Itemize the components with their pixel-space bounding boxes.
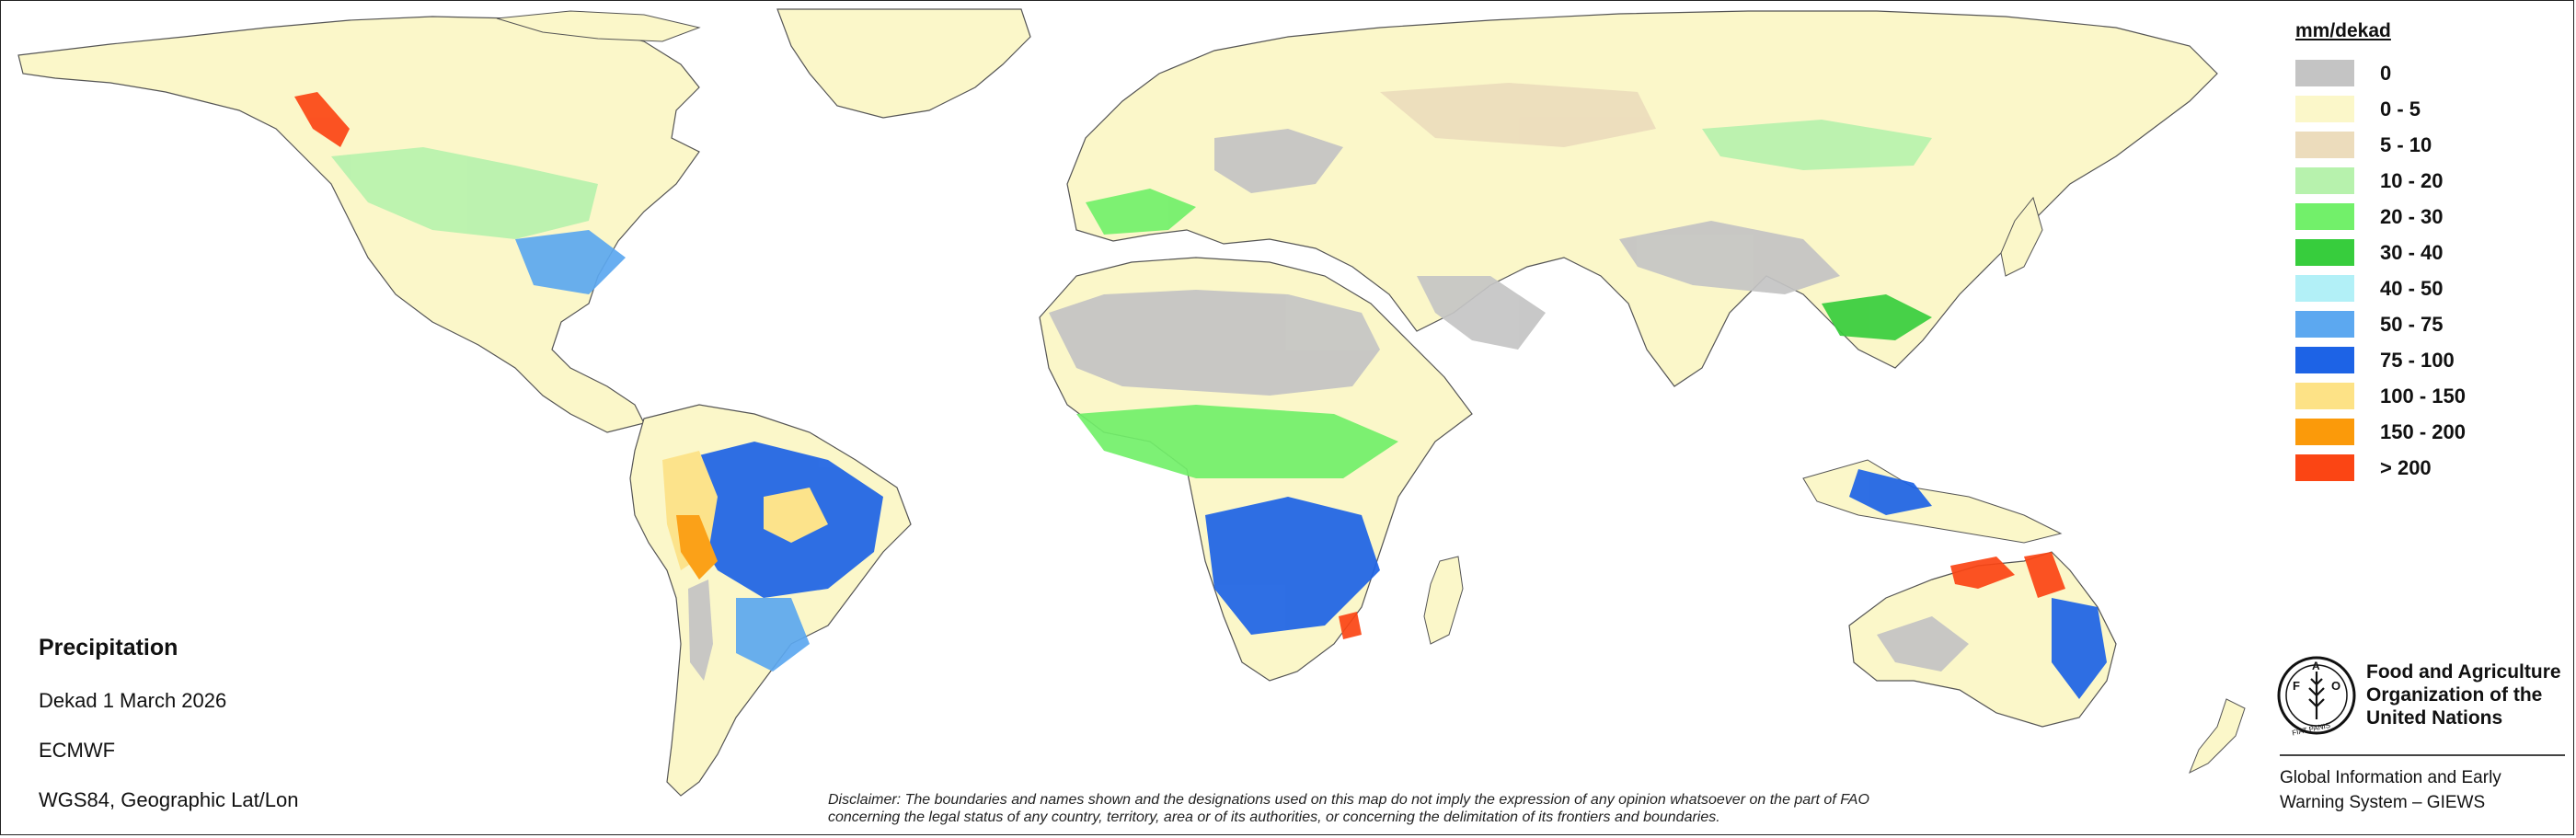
disclaimer-line-1: Disclaimer: The boundaries and names sho… <box>828 792 1869 808</box>
madagascar-land <box>1423 556 1464 645</box>
legend-swatch <box>2295 203 2354 230</box>
east-australia-wet-zone <box>2052 598 2107 699</box>
queensland-extreme-zone <box>2024 552 2065 598</box>
legend-item: 40 - 50 <box>2295 270 2535 306</box>
fao-name-line-2: Organization of the <box>2366 684 2543 706</box>
legend-swatch <box>2295 419 2354 445</box>
southern-africa-wet-zone <box>1205 497 1380 635</box>
legend-label: 75 - 100 <box>2380 348 2455 372</box>
legend-item: 150 - 200 <box>2295 414 2535 450</box>
europe-green-zone <box>1086 189 1196 235</box>
sahara-dry-zone <box>1049 290 1380 396</box>
legend-label: 50 - 75 <box>2380 312 2444 336</box>
disclaimer: Disclaimer: The boundaries and names sho… <box>828 791 2116 826</box>
legend-label: 100 - 150 <box>2380 384 2466 408</box>
arabia-dry-zone <box>1417 276 1546 350</box>
legend-swatch <box>2295 454 2354 481</box>
legend-swatch <box>2295 60 2354 86</box>
legend-swatch <box>2295 96 2354 122</box>
legend-item: 30 - 40 <box>2295 235 2535 270</box>
svg-text:F: F <box>2293 679 2300 693</box>
us-southeast-wet-zone <box>515 230 626 294</box>
fao-name-line-3: United Nations <box>2366 707 2503 729</box>
legend-label: 40 - 50 <box>2380 276 2444 300</box>
legend-item: 5 - 10 <box>2295 127 2535 163</box>
eastern-europe-dry-zone <box>1214 129 1343 193</box>
precipitation-overlay <box>294 83 2107 699</box>
china-green-zone <box>1822 294 1932 340</box>
giews-label: Global Information and Early Warning Sys… <box>2280 765 2565 815</box>
map-title: Precipitation <box>39 635 178 660</box>
legend-label: 30 - 40 <box>2380 240 2444 264</box>
australia-dry-zone <box>1877 616 1969 672</box>
legend-label: 5 - 10 <box>2380 132 2432 156</box>
legend-swatch <box>2295 167 2354 194</box>
siberia-green-zone <box>1702 120 1932 170</box>
svg-text:O: O <box>2331 679 2340 693</box>
siberia-light-zone <box>1380 83 1656 147</box>
legend-swatch <box>2295 132 2354 158</box>
legend-label: 10 - 20 <box>2380 168 2444 192</box>
japan-land <box>2000 196 2043 277</box>
maritime-asia-land <box>1802 459 2063 544</box>
legend-label: 20 - 30 <box>2380 204 2444 228</box>
legend-label: 150 - 200 <box>2380 419 2466 443</box>
legend-label: > 200 <box>2380 455 2432 479</box>
giews-line-1: Global Information and Early <box>2280 768 2501 787</box>
giews-line-2: Warning System – GIEWS <box>2280 793 2486 812</box>
legend-item: 100 - 150 <box>2295 378 2535 414</box>
andes-dry-zone <box>688 580 713 681</box>
central-asia-dry-zone <box>1619 221 1840 294</box>
legend-item: > 200 <box>2295 450 2535 486</box>
legend-item: 20 - 30 <box>2295 199 2535 235</box>
alaska-extreme-zone <box>294 92 350 147</box>
legend-label: 0 - 5 <box>2380 97 2421 121</box>
amazon-moderate-zone <box>736 598 810 672</box>
legend-item: 0 <box>2295 55 2535 91</box>
eurasia-land <box>1066 10 2218 387</box>
north-america-land <box>17 16 700 433</box>
legend-label: 0 <box>2380 61 2392 85</box>
legend-swatch <box>2295 275 2354 302</box>
fao-divider <box>2280 754 2565 756</box>
fao-name-line-1: Food and Agriculture <box>2366 661 2561 683</box>
legend-swatch <box>2295 311 2354 338</box>
central-africa-green-zone <box>1076 405 1398 478</box>
arctic-islands-land <box>496 10 701 42</box>
legend-item: 50 - 75 <box>2295 306 2535 342</box>
dekad-label: Dekad 1 March 2026 <box>39 689 227 712</box>
legend: mm/dekad 0 0 - 5 5 - 10 10 - 20 20 - 30 30 - … <box>2295 20 2535 486</box>
greenland-land <box>776 8 1031 119</box>
north-america-green-zone <box>331 147 598 239</box>
new-zealand-land <box>2189 698 2246 775</box>
fao-logo-icon: F A O FIAT PANIS <box>2277 656 2356 736</box>
disclaimer-line-2: concerning the legal status of any count… <box>828 809 1720 825</box>
map-info: Precipitation Dekad 1 March 2026 ECMWF W… <box>39 635 299 838</box>
legend-rows: 0 0 - 5 5 - 10 10 - 20 20 - 30 30 - 40 40 - 50… <box>2295 55 2535 486</box>
landmasses <box>17 8 2246 797</box>
amazon-heavy-zone <box>764 488 828 543</box>
peru-very-heavy-zone <box>676 515 718 580</box>
legend-item: 10 - 20 <box>2295 163 2535 199</box>
legend-swatch <box>2295 383 2354 409</box>
projection-label: WGS84, Geographic Lat/Lon <box>39 788 299 811</box>
legend-item: 0 - 5 <box>2295 91 2535 127</box>
legend-item: 75 - 100 <box>2295 342 2535 378</box>
legend-title: mm/dekad <box>2295 20 2391 41</box>
mozambique-extreme-zone <box>1339 612 1362 639</box>
svg-text:A: A <box>2312 660 2320 672</box>
indonesia-wet-zone <box>1849 469 1932 515</box>
legend-swatch <box>2295 239 2354 266</box>
source-label: ECMWF <box>39 739 116 762</box>
north-australia-extreme-zone <box>1950 557 2015 589</box>
legend-swatch <box>2295 347 2354 373</box>
fao-name: Food and Agriculture Organization of the… <box>2366 660 2576 729</box>
